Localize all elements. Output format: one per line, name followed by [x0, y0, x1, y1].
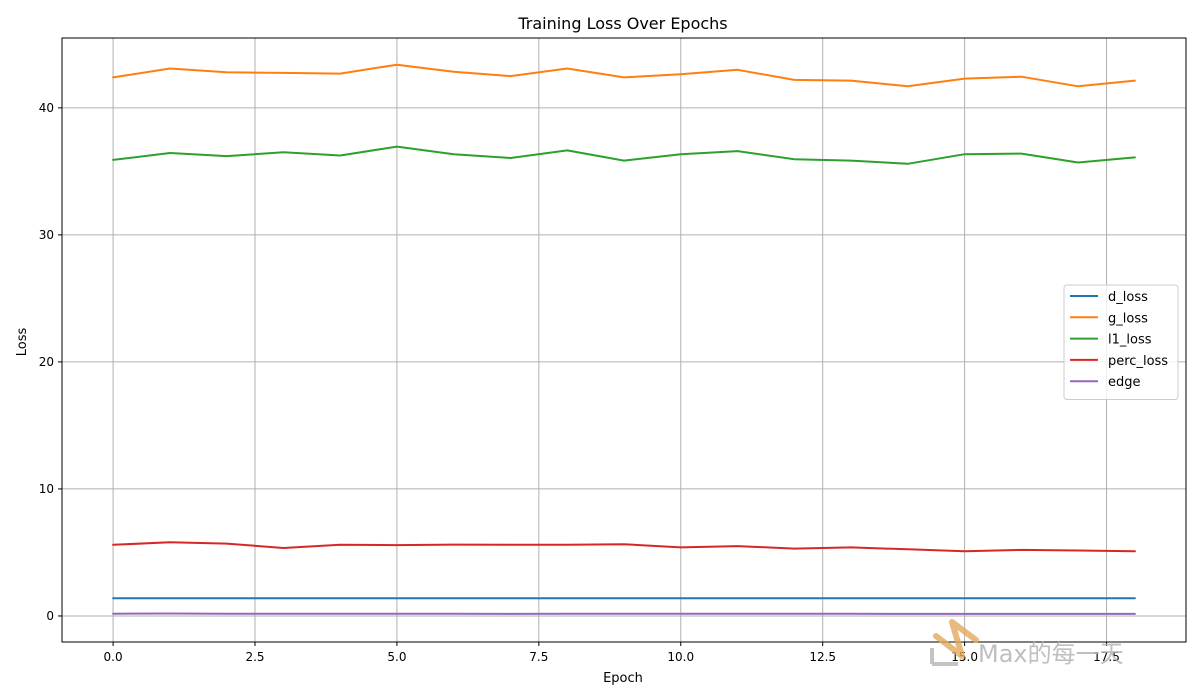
- grid: [62, 38, 1186, 642]
- x-tick-label: 12.5: [809, 650, 836, 664]
- x-axis-ticks: 0.0 2.5 5.0 7.5 10.0 12.5 15.0 17.5: [104, 642, 1120, 664]
- y-axis-label: Loss: [15, 328, 30, 357]
- x-axis-label: Epoch: [603, 671, 643, 686]
- x-tick-label: 5.0: [387, 650, 406, 664]
- watermark-logo-icon: [930, 619, 979, 666]
- series-line-g-loss: [112, 63, 1136, 88]
- legend-entry: l1_loss: [1108, 333, 1152, 348]
- legend-entry: d_loss: [1108, 290, 1148, 305]
- x-tick-label: 10.0: [667, 650, 694, 664]
- watermark-text: Max的每一天: [978, 640, 1124, 668]
- y-tick-label: 0: [46, 609, 54, 623]
- chart-title: Training Loss Over Epochs: [517, 14, 727, 33]
- x-tick-label: 17.5: [1093, 650, 1120, 664]
- x-tick-label: 2.5: [245, 650, 264, 664]
- legend-box: [1063, 284, 1179, 400]
- legend-entry: edge: [1108, 375, 1141, 390]
- series-line-l1-loss: [112, 145, 1136, 165]
- series-layer: [112, 63, 1136, 615]
- x-tick-label: 7.5: [529, 650, 548, 664]
- y-tick-label: 20: [39, 355, 54, 369]
- watermark: Max的每一天: [930, 619, 1124, 668]
- y-axis-ticks: 0 10 20 30 40: [39, 101, 62, 623]
- y-tick-label: 40: [39, 101, 54, 115]
- legend-entry: g_loss: [1108, 311, 1148, 326]
- plot-frame: [61, 37, 1187, 643]
- x-tick-label: 0.0: [104, 650, 123, 664]
- legend-entry: perc_loss: [1108, 354, 1168, 369]
- y-tick-label: 30: [39, 228, 54, 242]
- series-line-perc-loss: [112, 541, 1136, 553]
- y-tick-label: 10: [39, 482, 54, 496]
